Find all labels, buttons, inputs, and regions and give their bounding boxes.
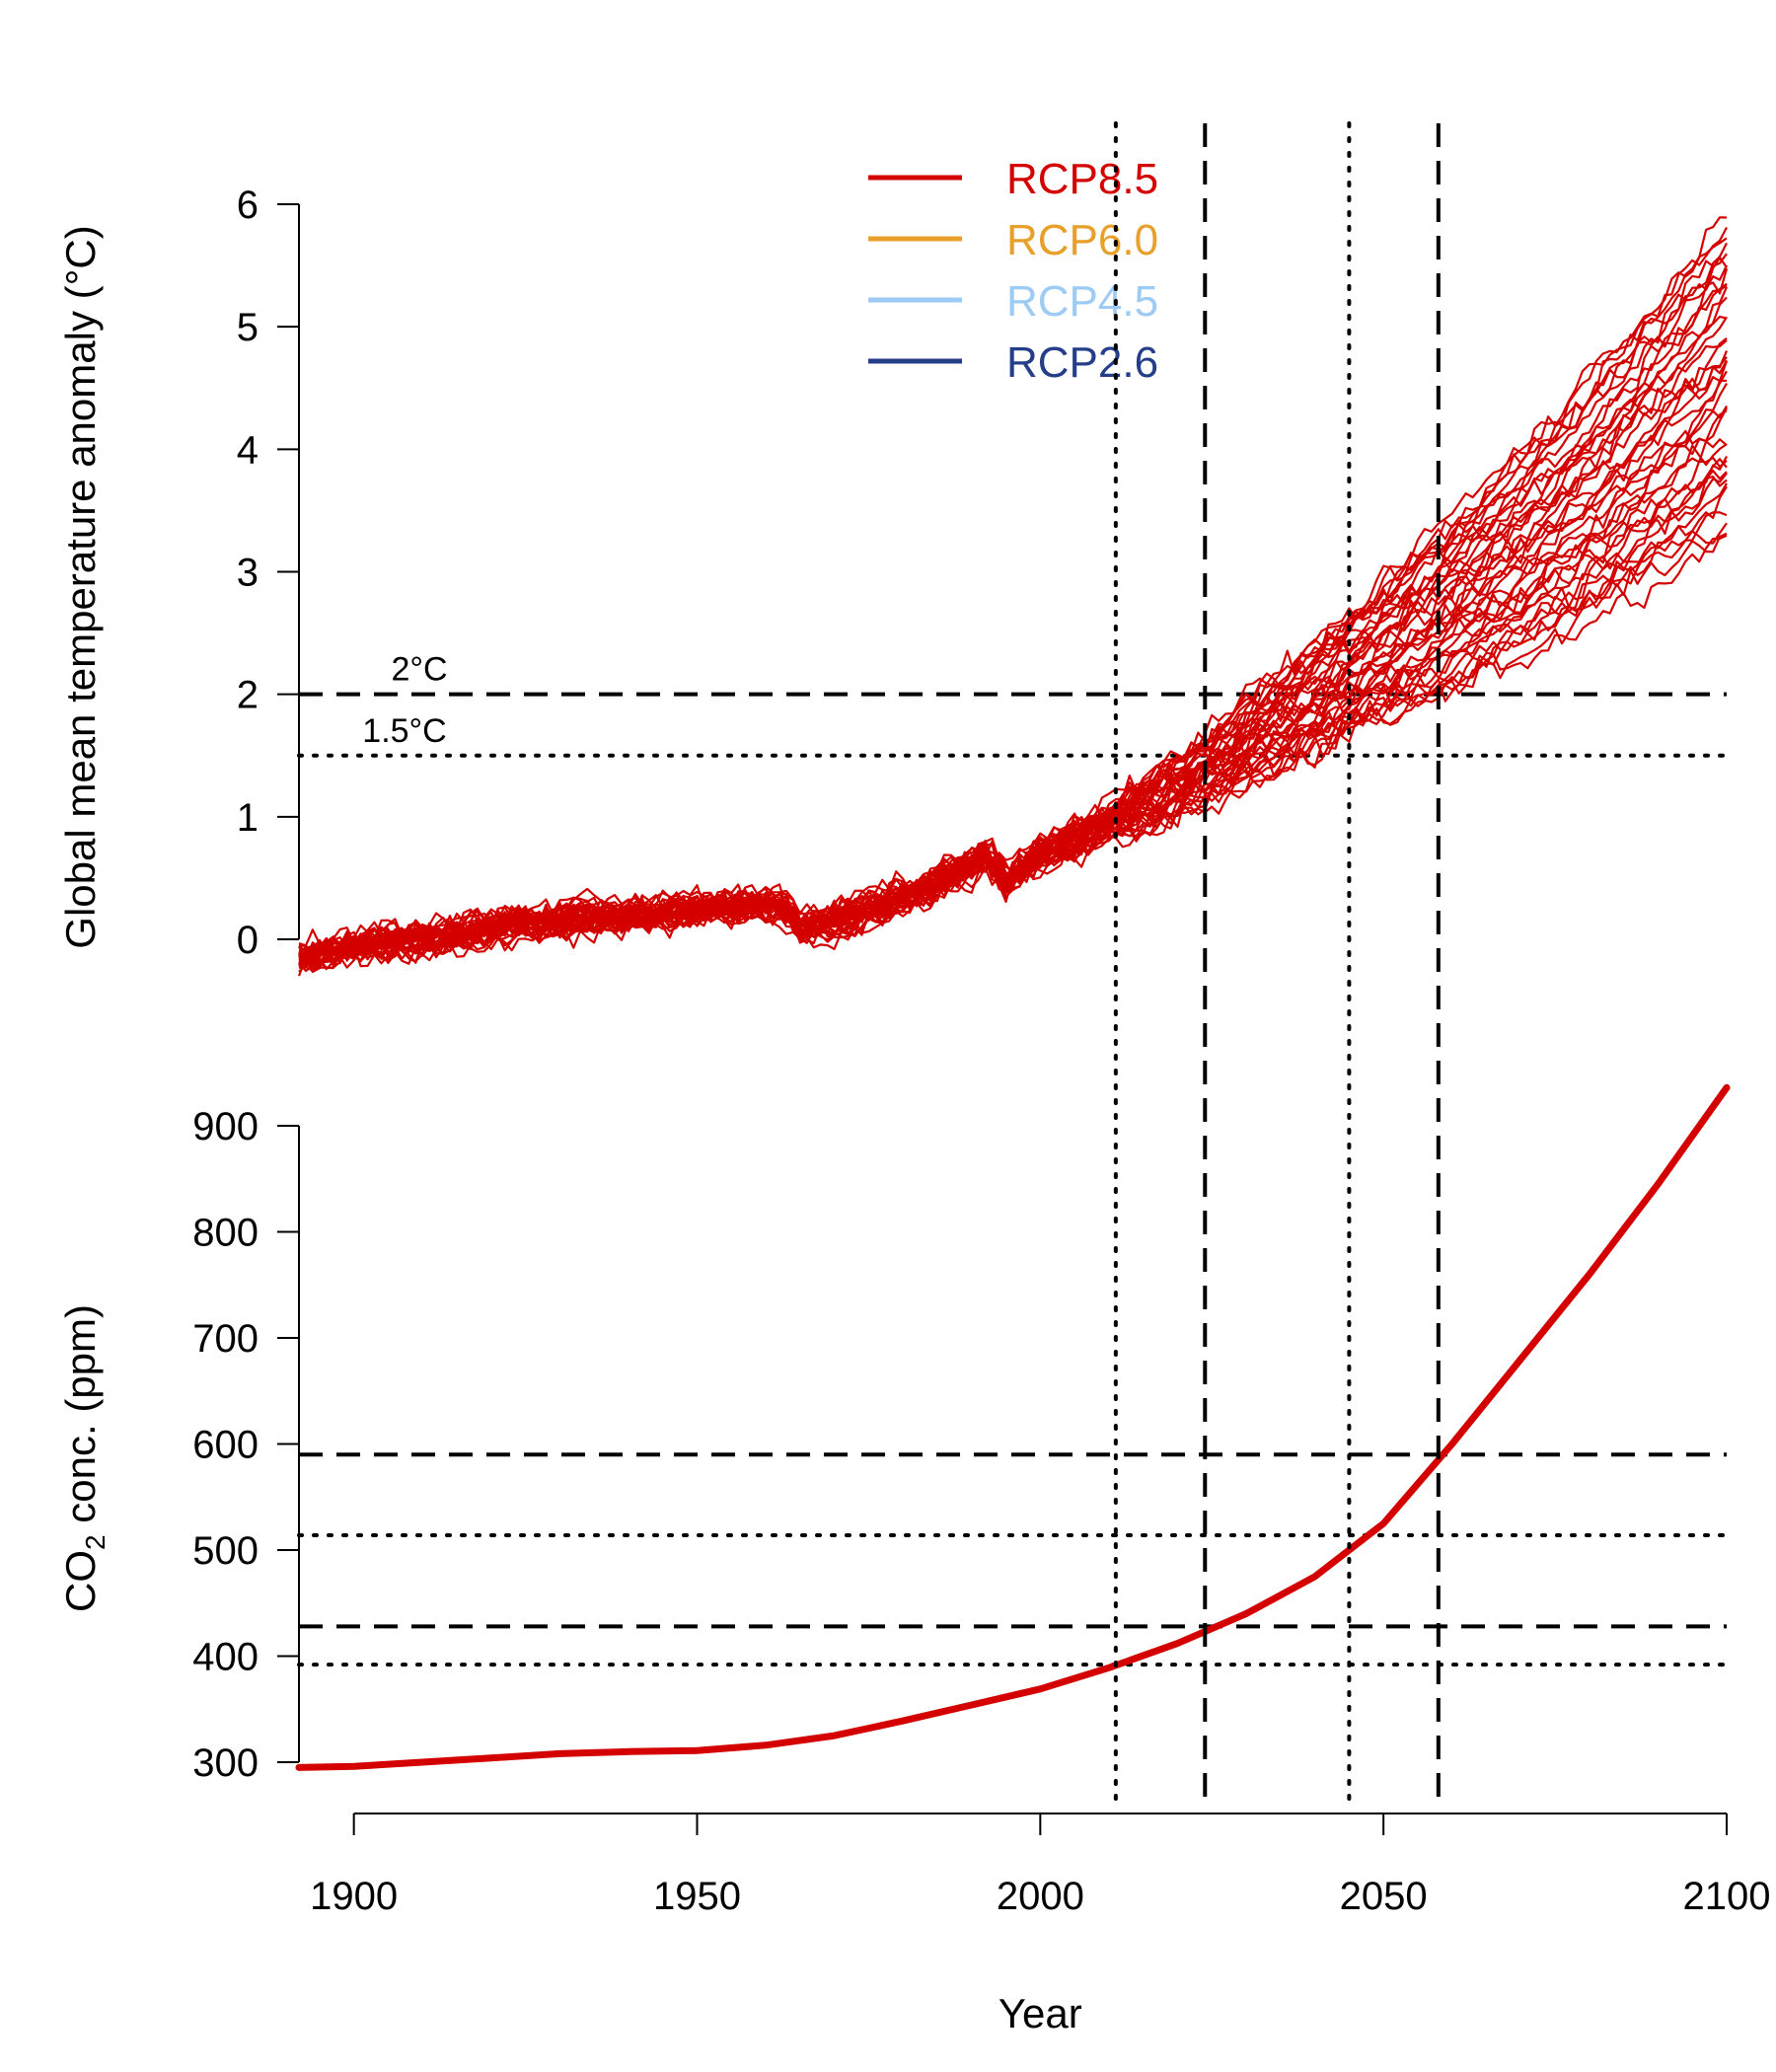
ensemble-member-line: [298, 253, 1728, 966]
ensemble-member-line: [298, 226, 1728, 959]
co2-y-tick-label: 800: [192, 1212, 259, 1255]
threshold-label-2c: 2°C: [391, 651, 447, 689]
temperature-y-tick-label: 3: [237, 552, 259, 595]
ensemble-member-line: [298, 216, 1728, 960]
year-marker-lines: [1113, 121, 1441, 1803]
rcp85-ensemble: [297, 216, 1729, 977]
co2-y-tick-label: 300: [192, 1741, 259, 1785]
co2-series: [295, 1083, 1731, 1771]
legend: RCP8.5 RCP6.0 RCP4.5 RCP2.6: [868, 155, 1158, 387]
temperature-y-tick-label: 2: [237, 674, 259, 717]
legend-label: RCP6.0: [1006, 216, 1158, 264]
temperature-y-tick-label: 4: [237, 428, 259, 472]
x-tick-label: 1900: [310, 1875, 398, 1918]
co2-y-tick-label: 400: [192, 1636, 259, 1679]
temperature-y-tick-label: 1: [237, 796, 259, 840]
temperature-y-axis: 0 1 2 3 4 5 6: [237, 184, 300, 962]
temperature-y-tick-label: 5: [237, 306, 259, 349]
ensemble-member-line: [298, 511, 1728, 963]
threshold-label-1-5c: 1.5°C: [362, 712, 446, 750]
co2-panel: 300 400 500 600 700 800 900 CO2 conc. (ppm): [57, 1083, 1731, 1785]
threshold-labels: 2°C 1.5°C: [362, 651, 447, 750]
threshold-lines-co2: [297, 1452, 1729, 1667]
temperature-axis-title: Global mean temperature anomaly (°C): [57, 225, 104, 948]
co2-concentration-line: [295, 1083, 1731, 1771]
year-x-axis: 1900 1950 2000 2050 2100: [310, 1813, 1770, 1918]
co2-y-tick-label: 600: [192, 1424, 259, 1467]
x-tick-label: 1950: [653, 1875, 741, 1918]
ensemble-member-line: [298, 237, 1728, 961]
co2-axis-title-main: CO: [57, 1550, 104, 1612]
legend-label: RCP4.5: [1006, 277, 1158, 326]
co2-y-axis: 300 400 500 600 700 800 900: [192, 1105, 300, 1785]
legend-label: RCP8.5: [1006, 155, 1158, 203]
x-axis-title: Year: [999, 1990, 1082, 2036]
x-tick-label: 2000: [997, 1875, 1084, 1918]
legend-label: RCP2.6: [1006, 338, 1158, 387]
x-tick-label: 2050: [1340, 1875, 1428, 1918]
co2-axis-title-rest: conc. (ppm): [57, 1304, 104, 1534]
temperature-y-tick-label: 6: [237, 184, 259, 227]
threshold-lines-temperature: [297, 692, 1729, 758]
temperature-panel: 0 1 2 3 4 5 6 2°C 1.5°C RCP8.5 RCP6.0 RCP4.5 RCP2…: [57, 155, 1729, 977]
co2-axis-title: CO2 conc. (ppm): [57, 1304, 111, 1612]
co2-y-tick-label: 500: [192, 1529, 259, 1573]
x-tick-label: 2100: [1683, 1875, 1771, 1918]
co2-y-tick-label: 700: [192, 1317, 259, 1361]
temperature-y-tick-label: 0: [237, 919, 259, 962]
co2-axis-title-subscript: 2: [80, 1534, 111, 1550]
co2-y-tick-label: 900: [192, 1105, 259, 1148]
